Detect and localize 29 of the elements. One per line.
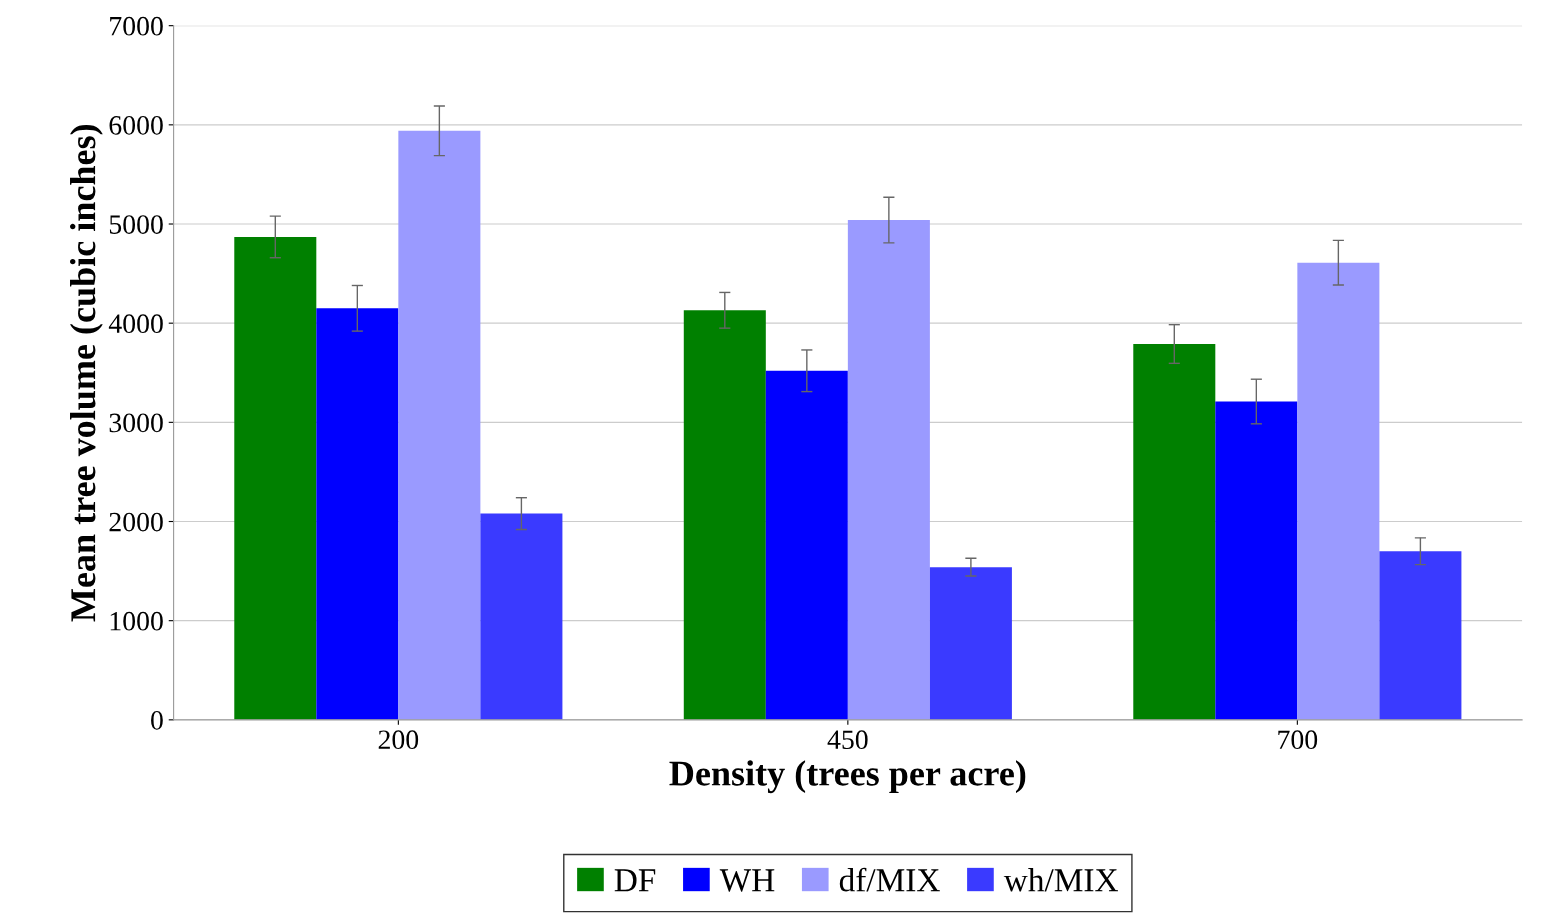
legend-label: DF [614, 869, 656, 892]
bar [398, 130, 481, 720]
bar [316, 308, 399, 720]
x-tick-label: 450 [827, 730, 868, 750]
legend-label: df/MIX [839, 867, 940, 892]
y-tick-label: 6000 [109, 116, 163, 135]
bar [847, 220, 930, 720]
bar [480, 513, 563, 720]
y-tick-label: 0 [151, 711, 163, 730]
y-tick-label: 2000 [109, 512, 163, 532]
bar [1133, 344, 1216, 720]
x-tick-label: 200 [378, 730, 419, 750]
y-tick-label: 3000 [109, 413, 163, 433]
y-tick-label: 5000 [109, 215, 163, 234]
bar [234, 236, 317, 720]
legend-label: WH [719, 869, 775, 892]
y-tick-label: 4000 [108, 314, 163, 334]
y-tick-label: 1000 [110, 611, 163, 631]
x-tick-label: 700 [1278, 730, 1318, 750]
bar [765, 370, 848, 720]
y-tick-label: 7000 [110, 16, 163, 36]
x-axis-title: Density (trees per acre) [669, 760, 1026, 794]
bar [1379, 551, 1462, 720]
legend-label: wh/MIX [1003, 868, 1118, 892]
bar [929, 567, 1012, 720]
bar [1215, 401, 1298, 720]
bar [1297, 262, 1380, 720]
bar [683, 310, 766, 720]
y-axis-title: Mean tree volume (cubic inches) [70, 124, 103, 622]
